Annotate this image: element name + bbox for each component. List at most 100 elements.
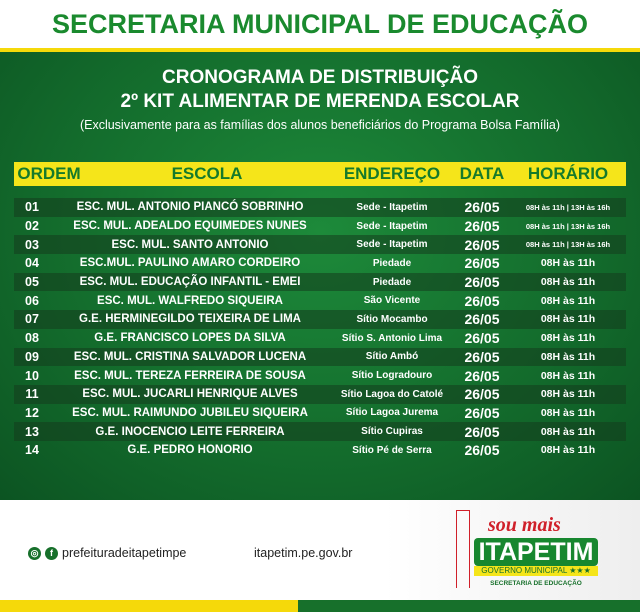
cell-endereco: Sítio Lagoa do Catolé: [340, 388, 444, 400]
cell-endereco: Sítio Ambó: [365, 351, 419, 363]
logo-dept: SECRETARIA DE EDUCAÇÃO: [490, 580, 582, 587]
cell-escola: G.E. HERMINEGILDO TEIXEIRA DE LIMA: [79, 313, 301, 326]
table-row: 02 ESC. MUL. ADEALDO EQUIMEDES NUNES Sede …: [14, 217, 626, 236]
table-row: 12 ESC. MUL. RAIMUNDO JUBILEU SIQUEIRA Sít…: [14, 404, 626, 423]
cell-endereco: Piedade: [372, 276, 412, 288]
cell-data: 26/05: [464, 255, 500, 272]
table-row: 01 ESC. MUL. ANTONIO PIANCÓ SOBRINHO Sede …: [14, 198, 626, 217]
website-link[interactable]: itapetim.pe.gov.br: [254, 546, 353, 560]
table-row: 03 ESC. MUL. SANTO ANTONIO Sede - Itapetim…: [14, 235, 626, 255]
cell-escola: G.E. PEDRO HONORIO: [127, 444, 253, 457]
table-row: 06 ESC. MUL. WALFREDO SIQUEIRA São Vicente…: [14, 291, 626, 310]
cell-horario: 08H às 11h | 13H às 16h: [525, 221, 611, 231]
cell-escola: ESC.MUL. PAULINO AMARO CORDEIRO: [79, 257, 301, 270]
cell-endereco: Sítio Lagoa Jurema: [345, 407, 439, 419]
cell-ordem: 04: [25, 256, 39, 271]
cell-escola: ESC. MUL. ANTONIO PIANCÓ SOBRINHO: [76, 201, 304, 214]
cell-escola: G.E. FRANCISCO LOPES DA SILVA: [94, 332, 286, 345]
itapetim-logo: sou mais ITAPETIM GOVERNO MUNICIPAL ★★★ …: [448, 508, 628, 598]
cell-data: 26/05: [464, 442, 500, 459]
table-row: 13 G.E. INOCENCIO LEITE FERREIRA Sítio Cup…: [14, 422, 626, 441]
page-title: SECRETARIA MUNICIPAL DE EDUCAÇÃO: [51, 8, 589, 39]
table-row: 09 ESC. MUL. CRISTINA SALVADOR LUCENA Síti…: [14, 347, 626, 367]
cell-horario: 08H às 11h: [540, 313, 596, 326]
table-body: 01 ESC. MUL. ANTONIO PIANCÓ SOBRINHO Sede …: [14, 198, 626, 460]
cell-horario: 08H às 11h: [540, 276, 596, 289]
cell-horario: 08H às 11h: [540, 369, 596, 382]
cell-ordem: 14: [25, 443, 39, 458]
table-header: ORDEM ESCOLA ENDEREÇO DATA HORÁRIO: [14, 162, 626, 186]
table-row: 04 ESC.MUL. PAULINO AMARO CORDEIRO Piedade…: [14, 254, 626, 273]
cell-ordem: 03: [25, 237, 39, 252]
col-escola: ESCOLA: [171, 164, 243, 183]
cell-horario: 08H às 11h | 13H às 16h: [525, 240, 611, 250]
cell-ordem: 07: [25, 312, 39, 327]
logo-gov: GOVERNO MUNICIPAL ★★★: [474, 566, 598, 576]
logo-name: ITAPETIM: [474, 538, 598, 566]
cell-escola: ESC. MUL. EDUCAÇÃO INFANTIL - EMEI: [79, 276, 301, 289]
social-handle[interactable]: prefeituradeitapetimpe: [62, 546, 187, 560]
cell-endereco: Sede - Itapetim: [356, 239, 428, 251]
cell-data: 26/05: [464, 423, 500, 440]
cell-ordem: 06: [25, 293, 39, 308]
cell-ordem: 12: [25, 405, 39, 420]
cell-ordem: 11: [25, 387, 39, 402]
table-row: 14 G.E. PEDRO HONORIO Sítio Pé de Serra 26/…: [14, 441, 626, 460]
social-links[interactable]: ◎ f prefeituradeitapetimpe: [28, 546, 186, 560]
top-banner: SECRETARIA MUNICIPAL DE EDUCAÇÃO: [0, 0, 640, 52]
schedule-panel: CRONOGRAMA DE DISTRIBUIÇÃO 2º KIT ALIMEN…: [0, 52, 640, 500]
cell-ordem: 01: [25, 200, 39, 215]
cell-escola: ESC. MUL. CRISTINA SALVADOR LUCENA: [73, 350, 307, 363]
bottom-stripe: [0, 600, 640, 612]
cell-endereco: São Vicente: [363, 295, 421, 307]
col-horario: HORÁRIO: [527, 164, 609, 183]
cell-ordem: 05: [25, 275, 39, 290]
cell-data: 26/05: [464, 236, 500, 253]
cell-escola: ESC. MUL. RAIMUNDO JUBILEU SIQUEIRA: [72, 406, 308, 419]
cell-endereco: Sede - Itapetim: [356, 220, 428, 232]
cell-endereco: Sítio Cupiras: [361, 426, 423, 438]
col-data: DATA: [459, 164, 505, 183]
cell-escola: ESC. MUL. SANTO ANTONIO: [111, 238, 269, 251]
cell-data: 26/05: [464, 386, 500, 403]
cell-data: 26/05: [464, 330, 500, 347]
footer: ◎ f prefeituradeitapetimpe itapetim.pe.g…: [0, 500, 640, 600]
cell-endereco: Sede - Itapetim: [356, 201, 428, 213]
col-endereco: ENDEREÇO: [343, 164, 441, 183]
cell-endereco: Sítio Mocambo: [356, 313, 428, 325]
cell-ordem: 02: [25, 219, 39, 234]
cell-horario: 08H às 11h: [540, 406, 596, 419]
cell-data: 26/05: [464, 348, 500, 365]
col-ordem: ORDEM: [17, 164, 81, 183]
cell-data: 26/05: [464, 367, 500, 384]
cell-horario: 08H às 11h: [540, 444, 596, 457]
cell-escola: ESC. MUL. JUCARLI HENRIQUE ALVES: [82, 388, 298, 401]
cell-ordem: 10: [25, 368, 39, 383]
cell-horario: 08H às 11h: [540, 388, 596, 401]
cell-endereco: Sítio S. Antonio Lima: [341, 332, 443, 344]
cell-data: 26/05: [464, 292, 500, 309]
cell-horario: 08H às 11h: [540, 294, 596, 307]
cell-endereco: Sítio Pé de Serra: [352, 444, 432, 456]
table-row: 10 ESC. MUL. TEREZA FERREIRA DE SOUSA Síti…: [14, 366, 626, 385]
facebook-icon[interactable]: f: [45, 546, 58, 560]
cell-escola: ESC. MUL. ADEALDO EQUIMEDES NUNES: [73, 220, 307, 233]
cell-ordem: 09: [25, 349, 39, 364]
cell-endereco: Sítio Logradouro: [351, 370, 433, 382]
subtitle: (Exclusivamente para as famílias dos alu…: [79, 118, 561, 132]
cell-escola: G.E. INOCENCIO LEITE FERREIRA: [95, 425, 285, 438]
table-row: 08 G.E. FRANCISCO LOPES DA SILVA Sítio S. …: [14, 329, 626, 348]
cell-data: 26/05: [464, 218, 500, 235]
cell-horario: 08H às 11h: [540, 257, 596, 270]
cell-escola: ESC. MUL. TEREZA FERREIRA DE SOUSA: [74, 369, 306, 382]
instagram-icon[interactable]: ◎: [28, 546, 41, 560]
church-tower-icon: [456, 510, 470, 588]
cell-data: 26/05: [464, 199, 500, 216]
cell-endereco: Piedade: [372, 257, 412, 269]
cell-data: 26/05: [464, 311, 500, 328]
logo-tagline: sou mais: [488, 514, 561, 536]
cell-escola: ESC. MUL. WALFREDO SIQUEIRA: [97, 294, 283, 307]
cell-horario: 08H às 11h: [540, 425, 596, 438]
cell-horario: 08H às 11h | 13H às 16h: [525, 202, 611, 212]
table-row: 05 ESC. MUL. EDUCAÇÃO INFANTIL - EMEI Pied…: [14, 272, 626, 292]
